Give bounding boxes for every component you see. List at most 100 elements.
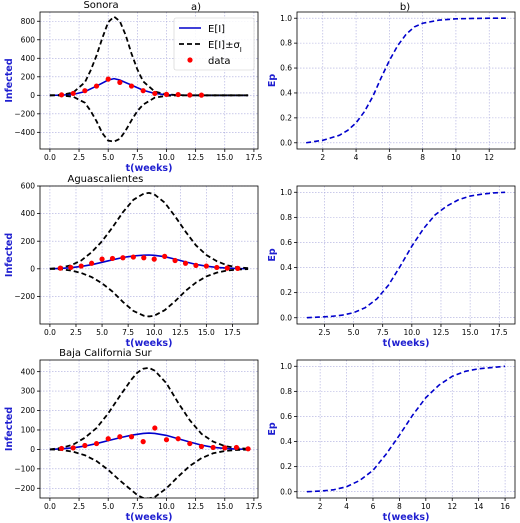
data-point (57, 265, 63, 271)
x-tick-label: 17.5 (246, 502, 263, 511)
legend: E[I] E[I]±σI data (173, 17, 255, 71)
y-tick-label: 0.6 (280, 64, 292, 73)
y-tick-label: 0.0 (280, 138, 292, 147)
data-point (109, 255, 116, 262)
x-tick-label: 5.0 (102, 502, 114, 511)
data-point (140, 439, 146, 445)
y-tick-label: −200 (14, 292, 35, 301)
panel-title: Aguascalientes (67, 174, 143, 185)
legend-data-label: data (208, 56, 231, 67)
x-tick-label: 15.0 (198, 328, 215, 337)
y-tick-label: 1.0 (280, 14, 292, 23)
chart-panel-5: 0.0 2.5 5.0 7.5 10.0 12.5 15.0 17.5 −200 −100 0 100… (4, 348, 262, 523)
chart-panel-6: 2 4 6 8 10 12 14 16 0.0 0.2 0.4 0.6 0.8 1.0 t(weeks) Ep (267, 359, 516, 523)
data-point (245, 446, 251, 452)
data-point (162, 253, 168, 259)
data-point (187, 92, 193, 98)
y-axis-label: Ep (267, 422, 278, 435)
series-line-ei (49, 448, 249, 498)
x-tick-label: 6 (387, 153, 392, 162)
y-tick-label: 0.0 (280, 313, 292, 322)
y-tick-label: 0.4 (280, 89, 292, 98)
x-tick-label: 4 (354, 153, 359, 162)
data-point (175, 436, 181, 442)
y-tick-label: 200 (21, 406, 36, 415)
data-point (222, 445, 228, 451)
x-axis-label: t(weeks) (126, 512, 173, 523)
data-point (89, 260, 95, 266)
axes-frame (39, 185, 259, 325)
y-tick-label: 600 (21, 182, 36, 191)
y-tick-label: 0.6 (280, 238, 292, 247)
x-tick-label: 10.0 (146, 328, 163, 337)
y-tick-label: 0.0 (280, 487, 292, 496)
x-tick-label: 0.0 (44, 328, 56, 337)
x-tick-label: 6 (371, 502, 376, 511)
series-line-ei (49, 267, 249, 318)
data-point (163, 91, 170, 97)
data-point (235, 265, 241, 271)
x-tick-label: 17.5 (246, 153, 263, 162)
x-tick-label: 10 (421, 502, 431, 511)
y-tick-label: 0.2 (280, 462, 292, 471)
data-point (198, 443, 205, 450)
data-point (224, 265, 230, 271)
x-tick-label: 12.5 (187, 153, 204, 162)
y-tick-label: 1.0 (280, 188, 292, 197)
y-tick-label: −100 (14, 464, 35, 473)
data-point (105, 436, 111, 442)
data-point (182, 260, 189, 266)
data-point (187, 440, 193, 447)
y-axis-label: Ep (267, 74, 278, 87)
x-tick-label: 7.5 (122, 328, 134, 337)
x-tick-label: 2 (318, 502, 323, 511)
y-tick-label: 0.6 (280, 412, 292, 421)
x-tick-label: 4 (344, 502, 349, 511)
data-point (120, 255, 126, 261)
data-point (128, 83, 135, 89)
chart-panel-3: 0.0 2.5 5.0 7.5 10.0 12.5 15.0 17.5 −200 0 200 400 6… (4, 174, 259, 349)
x-tick-label: 7.5 (377, 328, 389, 337)
y-tick-label: 0.2 (280, 288, 292, 297)
x-tick-label: 5.0 (348, 328, 360, 337)
x-tick-label: 8 (397, 502, 402, 511)
data-point (93, 83, 100, 89)
series-line-ei (49, 254, 249, 270)
x-tick-label: 12 (447, 502, 457, 511)
y-tick-label: 800 (21, 17, 36, 26)
axes-frame (296, 359, 516, 499)
x-tick-label: 16 (500, 502, 510, 511)
legend-box (173, 17, 255, 71)
series-line-ei (49, 432, 249, 451)
x-tick-label: 7.5 (131, 502, 143, 511)
data-point (70, 90, 76, 97)
data-point (82, 88, 88, 94)
x-tick-label: 5.0 (102, 153, 114, 162)
y-tick-label: 200 (21, 237, 36, 246)
x-tick-label: 12.5 (172, 328, 189, 337)
x-tick-label: 8 (420, 153, 425, 162)
chart-panel-4: 2.5 5.0 7.5 10.0 12.5 15.0 17.5 0.0 0.2 0.4 0.6 0.8… (267, 185, 516, 349)
x-tick-label: 2.5 (73, 502, 85, 511)
y-tick-label: 300 (21, 387, 36, 396)
data-point (58, 445, 65, 452)
x-tick-label: 17.5 (224, 328, 241, 337)
series-line-ei (49, 94, 249, 143)
y-tick-label: 200 (21, 72, 36, 81)
y-tick-label: 0.4 (280, 263, 292, 272)
y-tick-label: 0.8 (280, 387, 292, 396)
x-tick-label: 10.0 (158, 502, 175, 511)
axes-frame (296, 185, 516, 325)
series-line-ei (49, 15, 249, 97)
panel-title: Sonora (83, 0, 118, 11)
data-point (198, 92, 205, 98)
x-tick-label: 15.0 (216, 502, 233, 511)
x-axis-label: t(weeks) (126, 338, 173, 349)
y-tick-label: 0.8 (280, 213, 292, 222)
y-axis-label: Ep (267, 248, 278, 261)
axes-frame (39, 11, 259, 150)
y-tick-label: −200 (14, 484, 35, 493)
panel-tag-a: a) (191, 2, 201, 13)
chart-panel-1: 0.0 2.5 5.0 7.5 10.0 12.5 15.0 17.5 −400 −200 0 200… (4, 0, 262, 174)
series-line-ep (306, 191, 506, 319)
